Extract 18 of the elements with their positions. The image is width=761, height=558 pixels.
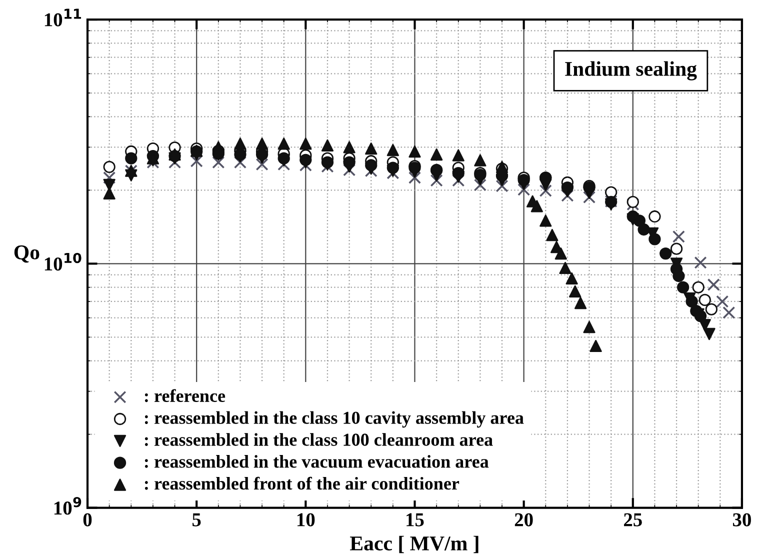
x-tick-label: 30: [732, 513, 751, 526]
x-axis-title: Eacc [ MV/m ]: [350, 536, 478, 554]
legend-label: : reassembled in the vacuum evacuation area: [144, 455, 489, 468]
x-tick-label: 15: [406, 513, 424, 526]
x-tick-label: 20: [514, 513, 533, 526]
x-tick-label: 5: [192, 513, 201, 526]
y-tick-label: 10$^{10}$: [44, 252, 82, 271]
x-tick-label: 25: [624, 513, 642, 526]
y-axis-title: Qo: [14, 245, 40, 263]
annotation: Indium sealing: [565, 61, 697, 80]
legend-label: : reassembled in the class 100 cleanroom area: [144, 433, 493, 446]
x-tick-label: 0: [83, 513, 92, 526]
legend-label: : reassembled in the class 10 cavity assembly area: [144, 411, 524, 428]
legend-label: : reassembled front of the air conditioner: [144, 476, 460, 490]
legend-label: : reference: [144, 389, 226, 402]
y-tick-label: 10$^{11}$: [44, 8, 82, 26]
y-tick-label: 10$^{9}$: [54, 496, 82, 515]
x-tick-label: 10: [298, 513, 315, 526]
